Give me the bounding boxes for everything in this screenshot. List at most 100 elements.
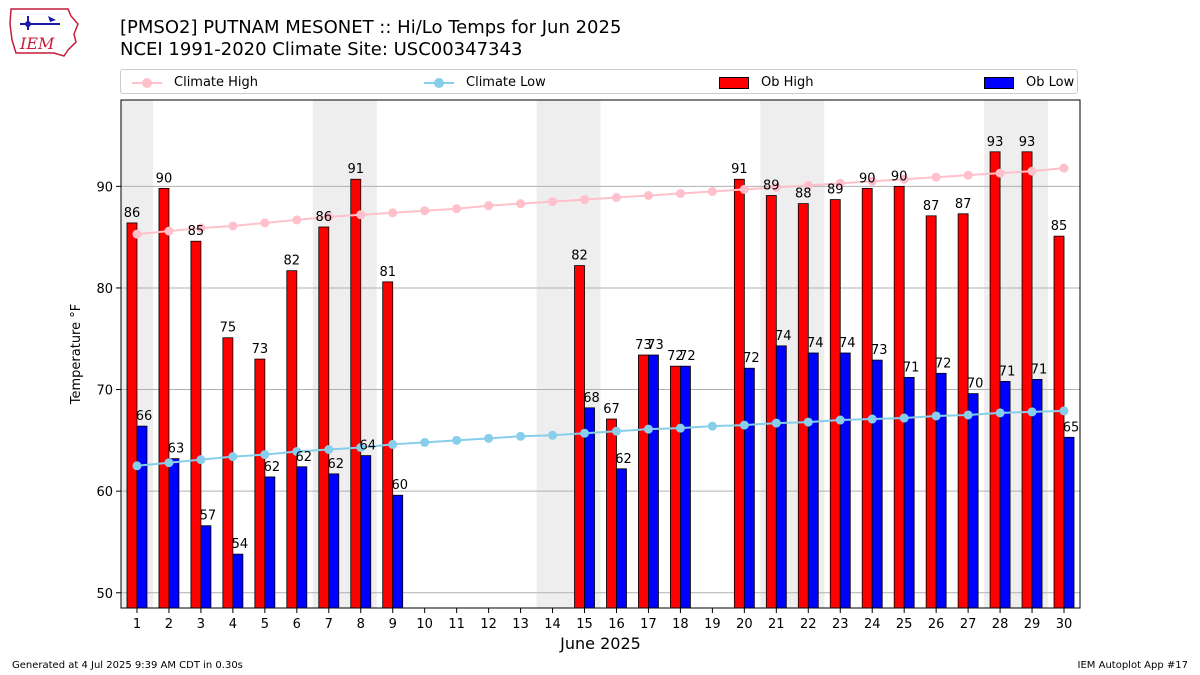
climate-low-point-day-14 xyxy=(548,430,558,440)
ob-high-bar-day-8 xyxy=(350,178,362,609)
ob-low-bar-day-24 xyxy=(871,359,883,609)
climate-low-point-day-30 xyxy=(1059,406,1069,416)
ob-high-bar-day-21 xyxy=(765,195,777,609)
climate-high-point-day-11 xyxy=(452,204,462,214)
x-tick-label-8: 8 xyxy=(357,617,365,632)
climate-low-point-day-10 xyxy=(420,437,430,447)
ob-high-label-day-16: 67 xyxy=(603,402,620,417)
x-tick-label-29: 29 xyxy=(1024,617,1041,632)
ob-low-bar-day-6 xyxy=(296,466,308,609)
ob-low-label-day-1: 66 xyxy=(136,409,153,424)
x-tick-label-13: 13 xyxy=(512,617,529,632)
climate-high-point-day-26 xyxy=(931,172,941,182)
climate-low-point-day-27 xyxy=(963,410,973,420)
ob-low-label-day-26: 72 xyxy=(935,356,952,371)
x-tick-label-4: 4 xyxy=(229,617,237,632)
y-axis-label: Temperature °F xyxy=(69,304,84,405)
climate-high-point-day-3 xyxy=(196,223,206,233)
ob-low-label-day-21: 74 xyxy=(775,329,792,344)
x-tick-label-5: 5 xyxy=(261,617,269,632)
climate-low-point-day-24 xyxy=(867,414,877,424)
ob-high-label-day-15: 82 xyxy=(571,249,588,264)
x-tick-label-26: 26 xyxy=(928,617,945,632)
climate-high-point-day-17 xyxy=(643,191,653,201)
ob-high-label-day-18: 72 xyxy=(667,349,684,364)
climate-high-point-day-27 xyxy=(963,170,973,180)
ob-high-label-day-3: 85 xyxy=(188,224,205,239)
ob-high-bar-day-18 xyxy=(670,365,681,609)
ob-low-label-day-17: 73 xyxy=(647,338,664,353)
x-tick-label-7: 7 xyxy=(325,617,333,632)
footer-app-text: IEM Autoplot App #17 xyxy=(1077,660,1188,671)
climate-low-point-day-25 xyxy=(899,413,909,423)
climate-low-point-day-18 xyxy=(675,423,685,433)
ob-high-bar-day-24 xyxy=(861,187,873,609)
ob-low-bar-day-23 xyxy=(839,352,851,609)
climate-high-point-day-19 xyxy=(707,186,717,196)
footer-generated-text: Generated at 4 Jul 2025 9:39 AM CDT in 0… xyxy=(12,660,243,671)
climate-low-swatch-icon xyxy=(424,77,454,88)
climate-high-point-day-6 xyxy=(292,215,302,225)
x-tick-label-1: 1 xyxy=(133,617,141,632)
chart-title: [PMSO2] PUTNAM MESONET :: Hi/Lo Temps fo… xyxy=(120,17,621,61)
climate-high-point-day-5 xyxy=(260,218,270,228)
legend-ob-high-label: Ob High xyxy=(761,75,814,90)
x-tick-label-10: 10 xyxy=(416,617,433,632)
x-tick-label-9: 9 xyxy=(389,617,397,632)
legend-ob-high: Ob High xyxy=(719,70,814,95)
climate-low-point-day-8 xyxy=(356,442,366,452)
climate-high-point-day-20 xyxy=(739,184,749,194)
ob-low-bar-day-18 xyxy=(680,365,691,609)
ob-low-label-day-7: 62 xyxy=(328,457,345,472)
climate-high-point-day-30 xyxy=(1059,163,1069,173)
climate-high-point-day-4 xyxy=(228,221,238,231)
ob-low-label-day-15: 68 xyxy=(583,391,600,406)
ob-low-label-day-6: 62 xyxy=(296,450,313,465)
ob-high-label-day-8: 91 xyxy=(347,162,364,177)
climate-high-line xyxy=(136,167,1065,236)
ob-low-label-day-2: 63 xyxy=(168,442,185,457)
ob-low-swatch-icon xyxy=(984,76,1014,89)
x-tick-label-23: 23 xyxy=(832,617,849,632)
legend-climate-high: Climate High xyxy=(132,70,258,95)
x-tick-label-24: 24 xyxy=(864,617,881,632)
y-tick-label-90: 90 xyxy=(96,180,113,195)
ob-high-label-day-2: 90 xyxy=(156,171,173,186)
climate-low-point-day-20 xyxy=(739,420,749,430)
legend-climate-low: Climate Low xyxy=(424,70,546,95)
climate-low-point-day-2 xyxy=(164,458,174,468)
climate-high-point-day-7 xyxy=(324,212,334,222)
ob-high-label-day-5: 73 xyxy=(252,342,269,357)
ob-high-label-day-25: 90 xyxy=(891,169,908,184)
y-tick-label-80: 80 xyxy=(96,282,113,297)
title-line-1: [PMSO2] PUTNAM MESONET :: Hi/Lo Temps fo… xyxy=(120,17,622,38)
climate-low-point-day-9 xyxy=(388,439,398,449)
climate-high-point-day-24 xyxy=(867,176,877,186)
x-tick-label-18: 18 xyxy=(672,617,689,632)
x-tick-label-19: 19 xyxy=(704,617,721,632)
ob-high-label-day-26: 87 xyxy=(923,199,940,214)
ob-low-label-day-3: 57 xyxy=(200,509,217,524)
ob-low-bar-day-20 xyxy=(743,367,755,609)
climate-low-point-day-17 xyxy=(643,424,653,434)
ob-low-label-day-30: 65 xyxy=(1063,420,1080,435)
x-axis-label: June 2025 xyxy=(559,634,641,653)
ob-low-bar-day-17 xyxy=(648,354,659,609)
ob-low-label-day-18: 72 xyxy=(679,349,696,364)
climate-high-point-day-9 xyxy=(388,208,398,218)
ob-high-label-day-23: 89 xyxy=(827,183,844,198)
ob-low-bar-day-27 xyxy=(967,393,979,609)
climate-low-point-day-29 xyxy=(1027,407,1037,417)
climate-high-swatch-icon xyxy=(132,77,162,88)
ob-high-bar-day-29 xyxy=(1021,151,1033,609)
ob-high-bar-day-7 xyxy=(318,226,330,609)
ob-high-label-day-28: 93 xyxy=(987,135,1004,150)
climate-high-point-day-16 xyxy=(611,193,621,203)
climate-high-point-day-28 xyxy=(995,168,1005,178)
climate-high-point-day-12 xyxy=(484,201,494,211)
climate-low-point-day-4 xyxy=(228,452,238,462)
ob-low-bar-day-8 xyxy=(360,455,372,609)
climate-low-point-day-16 xyxy=(611,426,621,436)
ob-low-bar-day-9 xyxy=(392,494,404,609)
ob-high-label-day-24: 90 xyxy=(859,171,876,186)
